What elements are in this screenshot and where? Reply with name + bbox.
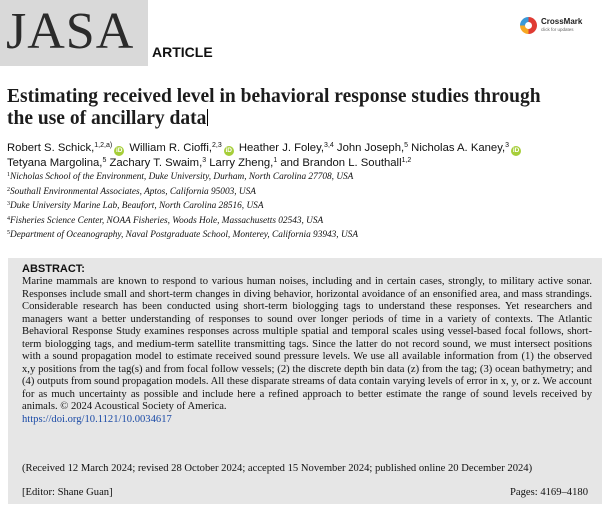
crossmark-text: CrossMark <box>541 17 583 26</box>
doi-link[interactable]: https://doi.org/10.1121/10.0034617 <box>22 413 172 425</box>
editor-credit: [Editor: Shane Guan] <box>22 487 113 498</box>
affiliation-item: 4Fisheries Science Center, NOAA Fisherie… <box>7 215 324 226</box>
author-affil-ref: 3 <box>505 142 510 149</box>
orcid-icon[interactable]: iD <box>223 146 234 156</box>
affiliation-item: 2Southall Environmental Associates, Apto… <box>7 186 256 197</box>
affiliation-item: 3Duke University Marine Lab, Beaufort, N… <box>7 201 264 212</box>
abstract-heading: ABSTRACT: <box>22 263 85 275</box>
author-name[interactable]: Zachary T. Swaim, <box>109 157 203 169</box>
author-name[interactable]: Tetyana Margolina, <box>7 157 103 169</box>
orcid-icon[interactable]: iD <box>114 146 125 156</box>
affiliation-list: 1Nicholas School of the Environment, Duk… <box>7 170 603 243</box>
publication-history: (Received 12 March 2024; revised 28 Octo… <box>22 463 533 474</box>
author-name[interactable]: Heather J. Foley, <box>238 142 325 154</box>
crossmark-subtext: click for updates <box>541 27 574 32</box>
affiliation-item: 1Nicholas School of the Environment, Duk… <box>7 172 354 182</box>
author-affil-ref: 3,4 <box>324 142 334 149</box>
article-type-label: ARTICLE <box>152 44 213 60</box>
author-affil-ref: 1,2 <box>401 157 412 164</box>
abstract-box: ABSTRACT: Marine mammals are known to re… <box>8 258 602 504</box>
article-title: Estimating received level in behavioral … <box>7 86 541 129</box>
page-range: Pages: 4169–4180 <box>510 487 588 498</box>
author-affil-ref: 1 <box>273 157 278 164</box>
author-name[interactable]: John Joseph, <box>336 142 405 154</box>
orcid-icon[interactable]: iD <box>511 146 522 156</box>
author-affil-ref: 3 <box>202 157 207 164</box>
abstract-text: Marine mammals are known to respond to v… <box>22 276 592 412</box>
author-name[interactable]: William R. Cioffi, <box>129 142 212 154</box>
author-affil-ref: 5 <box>102 157 107 164</box>
author-affil-ref: 1,2,a) <box>94 142 113 149</box>
author-affil-ref: 2,3 <box>211 142 222 149</box>
crossmark-icon <box>520 17 537 34</box>
abstract-body: Marine mammals are known to respond to v… <box>22 276 592 426</box>
crossmark-badge[interactable]: CrossMark click for updates <box>520 16 596 36</box>
affiliation-item: 5Department of Oceanography, Naval Postg… <box>7 230 358 241</box>
author-name[interactable]: Nicholas A. Kaney, <box>411 142 506 154</box>
journal-header: JASA ARTICLE CrossMark click for updates <box>0 0 610 66</box>
author-affil-ref: 5 <box>404 142 409 149</box>
author-name[interactable]: and Brandon L. Southall <box>280 157 402 169</box>
journal-logo-text: JASA <box>6 3 135 60</box>
journal-logo[interactable]: JASA <box>0 0 148 66</box>
text-cursor <box>207 109 209 126</box>
author-name[interactable]: Robert S. Schick, <box>7 142 95 154</box>
author-name[interactable]: Larry Zheng, <box>209 157 274 169</box>
author-list: Robert S. Schick,1,2,a)iD William R. Cio… <box>7 141 603 171</box>
